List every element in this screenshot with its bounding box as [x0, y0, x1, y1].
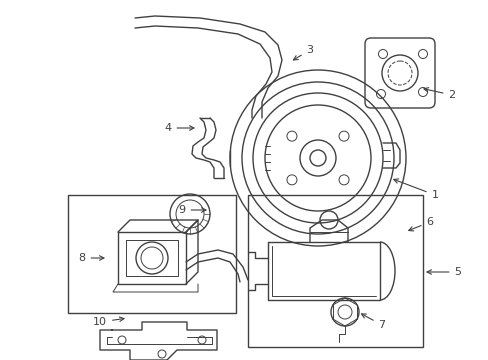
Circle shape	[338, 175, 348, 185]
Text: 4: 4	[164, 123, 194, 133]
Circle shape	[286, 131, 296, 141]
Bar	[247, 195, 422, 347]
Text: 1: 1	[393, 179, 438, 200]
Text: 6: 6	[408, 217, 433, 231]
Text: 8: 8	[78, 253, 104, 263]
Bar	[68, 195, 236, 313]
Circle shape	[338, 131, 348, 141]
Text: 7: 7	[361, 314, 385, 330]
Text: 2: 2	[423, 87, 455, 100]
Text: 10: 10	[93, 317, 124, 327]
Text: 3: 3	[293, 45, 313, 60]
Text: 5: 5	[426, 267, 461, 277]
Text: 9: 9	[178, 205, 205, 215]
Circle shape	[286, 175, 296, 185]
